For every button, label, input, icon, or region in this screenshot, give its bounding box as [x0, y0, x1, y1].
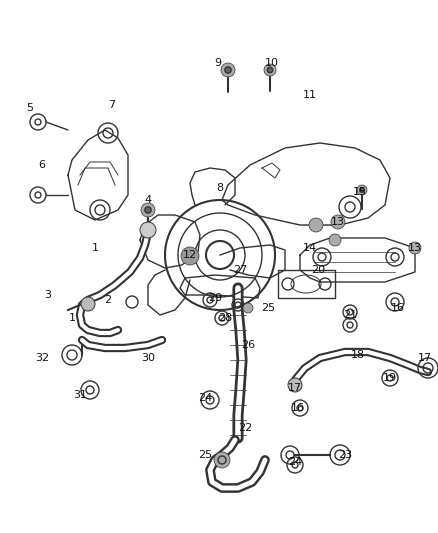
Circle shape: [264, 64, 276, 76]
Text: 2: 2: [104, 295, 112, 305]
Text: 9: 9: [215, 58, 222, 68]
Text: 27: 27: [233, 265, 247, 275]
Text: 24: 24: [198, 393, 212, 403]
Text: 31: 31: [73, 390, 87, 400]
Text: 4: 4: [145, 195, 152, 205]
Text: 17: 17: [418, 353, 432, 363]
Circle shape: [81, 297, 95, 311]
Circle shape: [140, 222, 156, 238]
Text: 1: 1: [68, 313, 75, 323]
Text: 19: 19: [383, 373, 397, 383]
Text: 1: 1: [92, 243, 99, 253]
Text: 6: 6: [39, 160, 46, 170]
Circle shape: [309, 218, 323, 232]
Text: 5: 5: [27, 103, 33, 113]
Text: 13: 13: [331, 217, 345, 227]
Text: 10: 10: [265, 58, 279, 68]
Circle shape: [243, 303, 253, 313]
Text: 32: 32: [35, 353, 49, 363]
Text: 15: 15: [353, 187, 367, 197]
Text: 20: 20: [311, 265, 325, 275]
Text: 30: 30: [141, 353, 155, 363]
Circle shape: [267, 67, 273, 72]
Text: 23: 23: [338, 450, 352, 460]
Text: 17: 17: [288, 383, 302, 393]
Text: 21: 21: [343, 310, 357, 320]
Text: 16: 16: [291, 403, 305, 413]
Circle shape: [181, 247, 199, 265]
Text: 8: 8: [216, 183, 223, 193]
Text: 22: 22: [238, 423, 252, 433]
Circle shape: [288, 378, 302, 392]
Text: 29: 29: [208, 293, 222, 303]
Text: 16: 16: [391, 303, 405, 313]
Text: 7: 7: [109, 100, 116, 110]
Circle shape: [145, 207, 151, 213]
Text: 14: 14: [303, 243, 317, 253]
Text: 11: 11: [303, 90, 317, 100]
Text: 3: 3: [45, 290, 52, 300]
Text: 12: 12: [183, 250, 197, 260]
Text: 18: 18: [351, 350, 365, 360]
Text: 25: 25: [261, 303, 275, 313]
Text: 26: 26: [241, 340, 255, 350]
Text: 25: 25: [198, 450, 212, 460]
Circle shape: [409, 242, 421, 254]
Text: 24: 24: [288, 457, 302, 467]
Circle shape: [225, 67, 231, 73]
Circle shape: [141, 203, 155, 217]
Circle shape: [331, 215, 345, 229]
Circle shape: [357, 185, 367, 195]
Circle shape: [360, 188, 364, 192]
Circle shape: [214, 452, 230, 468]
Circle shape: [329, 234, 341, 246]
Text: 28: 28: [218, 313, 232, 323]
Circle shape: [221, 63, 235, 77]
Text: 13: 13: [408, 243, 422, 253]
